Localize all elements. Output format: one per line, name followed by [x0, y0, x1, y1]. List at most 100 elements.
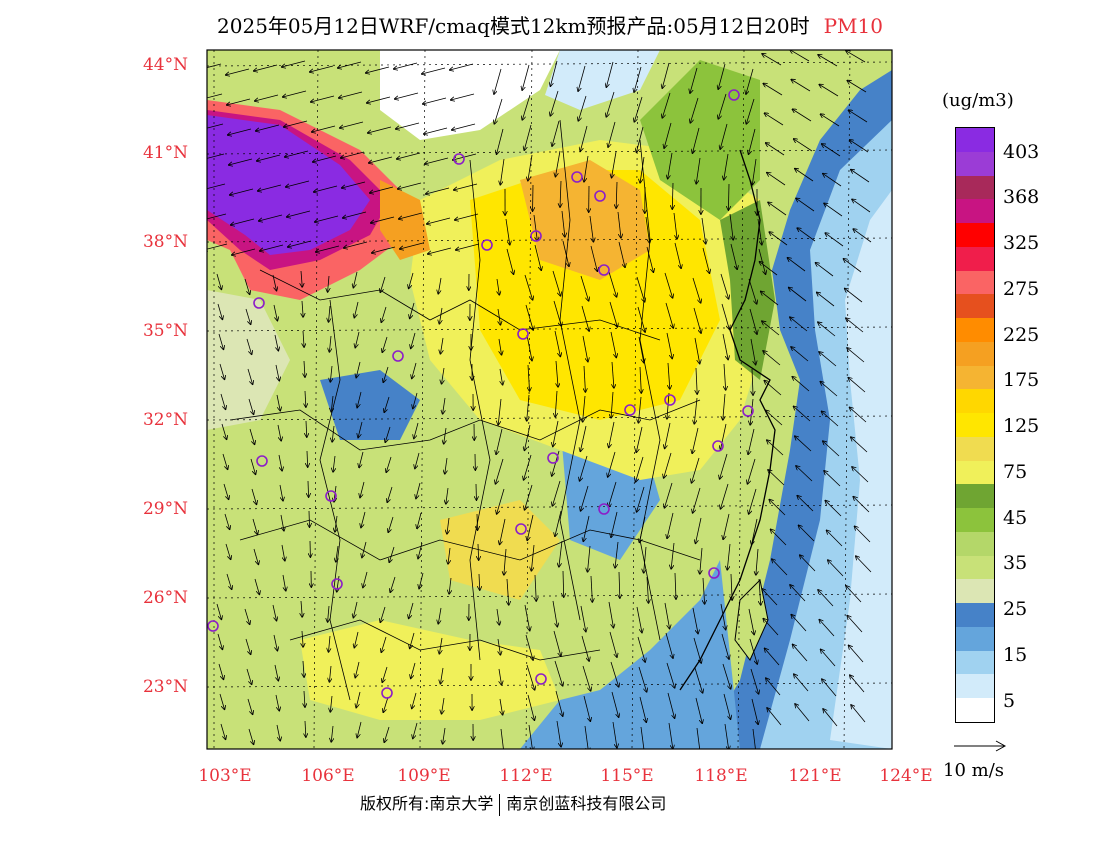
wind-arrow	[500, 698, 503, 715]
wind-arrow	[752, 518, 758, 544]
wind-arrow	[301, 270, 302, 287]
legend-swatch	[956, 223, 994, 247]
wind-arrow	[329, 665, 331, 682]
wind-arrow	[384, 726, 390, 742]
wind-arrow	[550, 60, 558, 86]
legend-swatch	[956, 128, 994, 152]
wind-arrow	[823, 441, 840, 457]
city-marker	[598, 503, 610, 515]
wind-arrow	[554, 330, 560, 356]
company-text: 南京创蓝科技有限公司	[506, 794, 667, 813]
wind-arrow	[749, 638, 757, 664]
wind-arrow	[748, 428, 755, 454]
wind-arrow	[582, 665, 591, 691]
wind-arrow	[454, 183, 478, 190]
wind-arrow	[640, 366, 641, 393]
city-marker	[708, 567, 720, 579]
wind-arrow	[640, 156, 645, 183]
wind-arrow	[219, 693, 225, 709]
wind-arrow	[728, 183, 729, 210]
wind-arrow	[845, 288, 863, 303]
legend-swatch	[956, 246, 994, 271]
wind-arrow	[791, 347, 809, 362]
wind-arrow	[416, 482, 421, 498]
wind-arrow	[332, 425, 334, 442]
wind-arrow	[608, 481, 617, 507]
wind-arrow	[729, 213, 733, 240]
wind-arrow	[207, 243, 228, 250]
wind-arrow	[634, 66, 642, 92]
wind-arrow	[752, 368, 753, 395]
wind-arrow	[772, 559, 788, 576]
wind-arrow	[358, 421, 363, 438]
wind-arrow	[750, 338, 756, 365]
wind-arrow	[355, 661, 360, 678]
wind-arrow	[360, 481, 365, 497]
legend-swatch	[956, 389, 994, 413]
wind-arrow	[207, 123, 224, 129]
wind-arrow	[560, 180, 561, 207]
wind-arrow	[497, 488, 505, 514]
wind-arrow	[276, 394, 280, 411]
wind-arrow	[384, 396, 390, 412]
wind-arrow	[232, 248, 256, 255]
wind-arrow	[500, 368, 503, 385]
wind-arrow	[410, 302, 415, 318]
wind-arrow	[851, 705, 866, 723]
wind-arrow	[671, 542, 675, 569]
wind-arrow	[591, 575, 592, 602]
wind-arrow	[767, 440, 784, 456]
legend-swatch	[956, 151, 994, 176]
wind-arrow	[497, 278, 499, 295]
wind-arrow	[674, 242, 681, 268]
wind-arrow	[354, 631, 359, 648]
legend-label: 75	[1003, 461, 1028, 483]
province-borders	[229, 119, 701, 701]
legend-swatch	[956, 650, 994, 675]
wind-arrow	[721, 303, 729, 329]
wind-arrow	[637, 486, 645, 512]
lat-label: 41°N	[142, 143, 188, 163]
wind-arrow	[559, 540, 563, 567]
wind-arrow	[720, 453, 728, 479]
wind-arrow	[850, 140, 869, 153]
wind-arrow	[218, 333, 223, 349]
wind-arrow	[636, 456, 644, 482]
wind-arrow	[746, 98, 755, 124]
wind-arrow	[848, 110, 868, 123]
wind-arrow	[724, 723, 729, 749]
wind-arrow	[329, 335, 331, 352]
wind-arrow	[255, 94, 279, 101]
wind-arrow	[731, 573, 732, 600]
wind-arrow	[506, 248, 514, 274]
wind-arrow	[667, 512, 674, 538]
wind-arrow	[846, 318, 864, 333]
wind-arrow	[581, 485, 589, 511]
map-area	[207, 50, 892, 749]
wind-arrow	[400, 242, 424, 249]
wind-arrow	[246, 668, 252, 684]
wind-arrow	[619, 571, 620, 598]
wind-arrow	[256, 124, 280, 131]
wind-arrow	[815, 263, 834, 277]
wind-arrow	[388, 516, 394, 532]
wind-arrow	[695, 697, 702, 723]
wind-arrow	[330, 365, 332, 382]
wind-arrow	[423, 97, 447, 104]
wind-arrow	[723, 393, 725, 420]
wind-arrow	[245, 308, 251, 324]
wind-arrow	[244, 608, 250, 624]
wind-arrow	[667, 692, 675, 718]
legend-swatch	[956, 579, 994, 603]
wind-arrow	[443, 727, 445, 744]
wind-arrow	[665, 422, 671, 448]
wind-arrow	[718, 93, 727, 119]
wind-arrow	[822, 679, 837, 697]
wind-arrow	[853, 497, 870, 513]
wind-arrow	[580, 455, 588, 481]
wind-arrow	[288, 240, 312, 247]
wind-arrow	[583, 395, 586, 422]
wind-arrow	[419, 572, 424, 589]
wind-arrow	[275, 364, 279, 381]
wind-arrow	[666, 662, 675, 688]
